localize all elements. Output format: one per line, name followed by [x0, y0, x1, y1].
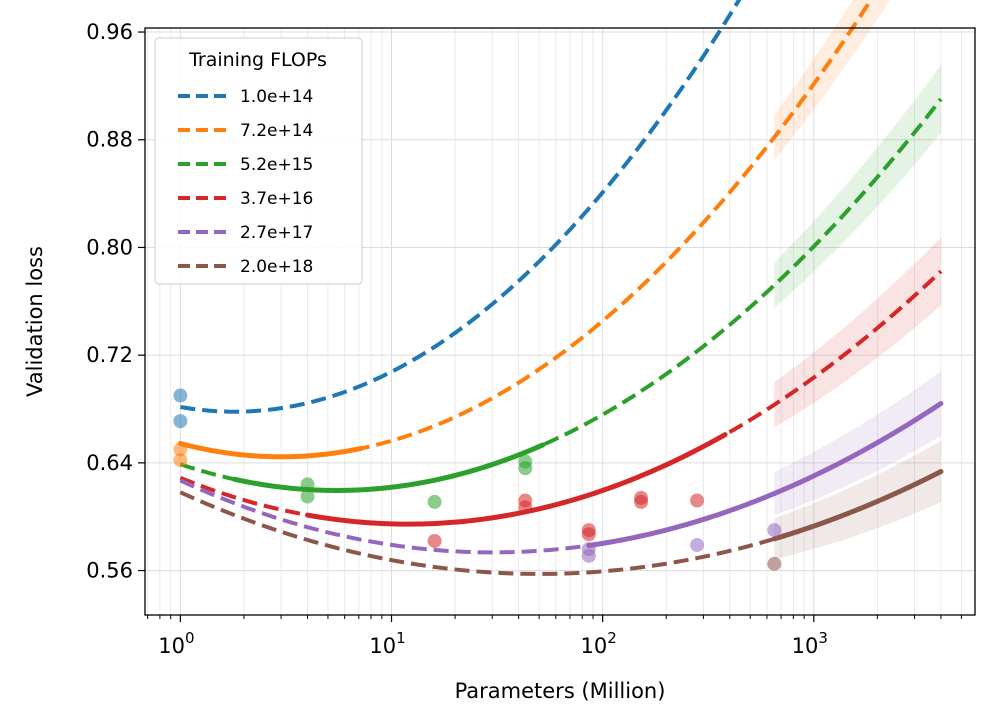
data-point-7.2e+14 [173, 453, 188, 468]
x-axis-label: Parameters (Million) [455, 679, 666, 703]
y-tick-label: 0.64 [86, 451, 133, 475]
y-tick-label: 0.96 [86, 20, 133, 44]
data-point-2.0e+18 [767, 556, 782, 571]
data-points [173, 388, 782, 571]
data-point-2.7e+17 [767, 523, 782, 538]
legend: Training FLOPs 1.0e+14 7.2e+14 5.2e+15 3.7e… [154, 37, 363, 285]
fit-curve-solid-2.0e+18 [771, 469, 944, 542]
legend-items: 1.0e+14 7.2e+14 5.2e+15 3.7e+16 2.7e+17 2.0e+… [178, 87, 313, 277]
y-axis-label: Validation loss [23, 246, 47, 397]
x-tick-label: 103 [792, 629, 828, 658]
fit-curve-dashed-5.2e+15 [179, 97, 943, 493]
fit-curve-solid-7.2e+14 [177, 440, 364, 460]
data-point-3.7e+16 [690, 493, 705, 508]
confidence-band-5.2e+15 [774, 65, 941, 308]
legend-label-3.7e+16: 3.7e+16 [240, 189, 313, 209]
y-tick-label: 0.88 [86, 128, 133, 152]
data-point-3.7e+16 [634, 494, 649, 509]
legend-label-7.2e+14: 7.2e+14 [240, 121, 313, 141]
y-tick-label: 0.72 [86, 343, 133, 367]
data-point-3.7e+16 [581, 527, 596, 542]
x-tick-exponent: 1 [396, 629, 406, 647]
data-point-3.7e+16 [518, 500, 533, 515]
confidence-band-7.2e+14 [774, 0, 891, 160]
fit-curves [177, 0, 944, 576]
x-tick-label: 102 [581, 629, 617, 658]
x-tick-label: 100 [158, 629, 194, 658]
data-point-5.2e+15 [427, 494, 442, 509]
legend-label-2.7e+17: 2.7e+17 [240, 223, 313, 243]
x-tick-label: 101 [369, 629, 405, 658]
y-tick-label: 0.56 [86, 559, 133, 583]
x-tick-base: 10 [158, 634, 185, 658]
plot-frame [144, 27, 976, 616]
x-tick-exponent: 0 [185, 629, 195, 647]
fit-curve-solid-3.7e+16 [304, 432, 728, 527]
x-tick-base: 10 [792, 634, 819, 658]
x-tick-exponent: 2 [607, 629, 617, 647]
y-tick-label: 0.80 [86, 235, 133, 259]
x-tick-exponent: 3 [818, 629, 828, 647]
x-tick-base: 10 [369, 634, 396, 658]
data-point-1.0e+14 [173, 414, 188, 429]
confidence-band-2.7e+17 [774, 371, 941, 516]
legend-label-2.0e+18: 2.0e+18 [240, 257, 313, 277]
legend-label-1.0e+14: 1.0e+14 [240, 87, 313, 107]
data-point-5.2e+15 [300, 477, 315, 492]
data-point-3.7e+16 [427, 533, 442, 548]
confidence-band-3.7e+16 [774, 237, 941, 428]
confidence-bands [774, 0, 941, 560]
data-point-1.0e+14 [173, 388, 188, 403]
data-point-2.7e+17 [690, 537, 705, 552]
data-point-5.2e+15 [518, 461, 533, 476]
x-tick-base: 10 [581, 634, 608, 658]
legend-title: Training FLOPs [188, 49, 327, 71]
data-point-7.2e+14 [173, 442, 188, 457]
fit-curve-dashed-7.2e+14 [179, 0, 874, 459]
data-point-5.2e+15 [300, 489, 315, 504]
legend-box [154, 37, 363, 285]
data-point-2.7e+17 [581, 548, 596, 563]
fit-curve-solid-5.2e+15 [231, 442, 546, 493]
confidence-band-2.0e+18 [774, 440, 941, 560]
fit-curve-solid-2.7e+17 [586, 400, 944, 548]
legend-label-5.2e+15: 5.2e+15 [240, 155, 313, 175]
fit-curve-dashed-2.7e+17 [179, 401, 943, 555]
